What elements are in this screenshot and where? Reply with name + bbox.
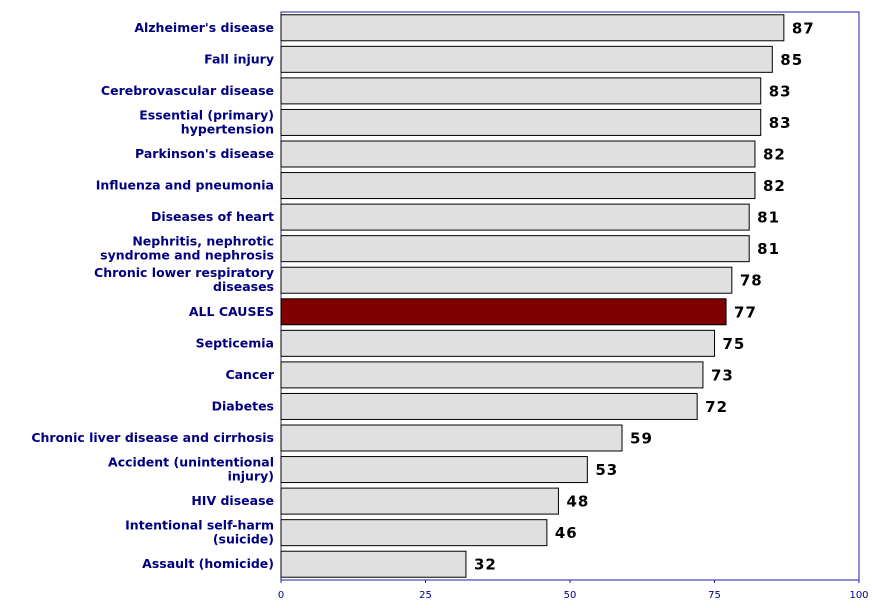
label-line: Chronic liver disease and cirrhosis xyxy=(31,430,274,445)
value-label: 75 xyxy=(723,335,746,353)
bar xyxy=(280,424,623,452)
bar xyxy=(280,329,715,357)
label-line: (suicide) xyxy=(213,531,274,546)
y-tick-label: Chronic lower respiratory diseases xyxy=(94,265,274,294)
bar xyxy=(280,235,750,263)
value-label: 59 xyxy=(630,430,653,448)
bar xyxy=(280,550,467,578)
y-tick-label: Diabetes xyxy=(212,398,274,413)
x-tick-label: 0 xyxy=(278,590,284,601)
value-label: 48 xyxy=(566,493,589,511)
label-line: Intentional self-harm xyxy=(125,517,274,532)
y-tick-label: Fall injury xyxy=(204,51,274,66)
value-label: 73 xyxy=(711,366,734,384)
y-tick-label: Parkinson's disease xyxy=(135,146,274,161)
value-label: 81 xyxy=(757,209,780,227)
bar xyxy=(280,361,704,389)
x-tick-label: 50 xyxy=(564,590,577,601)
y-tick-label: Cancer xyxy=(225,366,274,381)
y-tick-label: Septicemia xyxy=(196,335,274,350)
value-label: 82 xyxy=(763,146,786,164)
label-line: Diabetes xyxy=(212,398,274,413)
bar xyxy=(280,14,785,42)
bar xyxy=(280,456,588,484)
bar xyxy=(280,266,733,294)
y-tick-label: Intentional self-harm (suicide) xyxy=(125,517,274,546)
bar xyxy=(280,392,698,420)
label-line: Fall injury xyxy=(204,51,274,66)
bar xyxy=(280,108,762,136)
value-label: 32 xyxy=(474,556,497,574)
label-line: Cerebrovascular disease xyxy=(101,82,274,97)
value-label: 83 xyxy=(769,82,792,100)
value-label: 85 xyxy=(780,51,803,69)
bar xyxy=(280,77,762,105)
bar xyxy=(280,172,756,200)
value-label: 46 xyxy=(555,524,578,542)
bar xyxy=(280,203,750,231)
value-label: 53 xyxy=(595,461,618,479)
y-tick-label: Diseases of heart xyxy=(151,209,274,224)
label-line: syndrome and nephrosis xyxy=(100,247,274,262)
y-tick-label: Alzheimer's disease xyxy=(134,19,274,34)
bar xyxy=(280,45,773,73)
value-label: 72 xyxy=(705,398,728,416)
y-tick-label: Accident (unintentional injury) xyxy=(108,454,274,483)
y-tick-label: Chronic liver disease and cirrhosis xyxy=(31,430,274,445)
y-tick-label: Essential (primary) hypertension xyxy=(139,107,274,136)
value-label: 83 xyxy=(769,114,792,132)
y-tick-label: Influenza and pneumonia xyxy=(96,177,274,192)
label-line: Nephritis, nephrotic xyxy=(132,233,274,248)
x-tick-label: 100 xyxy=(849,590,868,601)
x-tick-label: 75 xyxy=(708,590,721,601)
label-line: Accident (unintentional xyxy=(108,454,274,469)
y-tick-label: Nephritis, nephrotic syndrome and nephros… xyxy=(100,233,274,262)
value-label: 82 xyxy=(763,177,786,195)
label-line: HIV disease xyxy=(191,493,274,508)
label-line: injury) xyxy=(228,468,274,483)
value-label: 87 xyxy=(792,19,815,37)
label-line: Septicemia xyxy=(196,335,274,350)
bar xyxy=(280,519,548,547)
label-line: Diseases of heart xyxy=(151,209,274,224)
bar xyxy=(280,140,756,168)
y-tick-label: ALL CAUSES xyxy=(189,303,274,318)
label-line: Influenza and pneumonia xyxy=(96,177,274,192)
label-line: Parkinson's disease xyxy=(135,146,274,161)
label-line: ALL CAUSES xyxy=(189,303,274,318)
label-line: hypertension xyxy=(181,121,274,136)
y-tick-label: Assault (homicide) xyxy=(142,556,274,571)
label-line: Essential (primary) xyxy=(139,107,274,122)
label-line: Chronic lower respiratory xyxy=(94,265,274,280)
y-tick-label: Cerebrovascular disease xyxy=(101,82,274,97)
x-tick-label: 25 xyxy=(419,590,432,601)
bar xyxy=(280,487,559,515)
value-label: 77 xyxy=(734,303,757,321)
label-line: Alzheimer's disease xyxy=(134,19,274,34)
value-label: 81 xyxy=(757,240,780,258)
label-line: diseases xyxy=(213,279,274,294)
label-line: Assault (homicide) xyxy=(142,556,274,571)
value-label: 78 xyxy=(740,272,763,290)
y-tick-label: HIV disease xyxy=(191,493,274,508)
bar xyxy=(280,298,727,326)
label-line: Cancer xyxy=(225,366,274,381)
